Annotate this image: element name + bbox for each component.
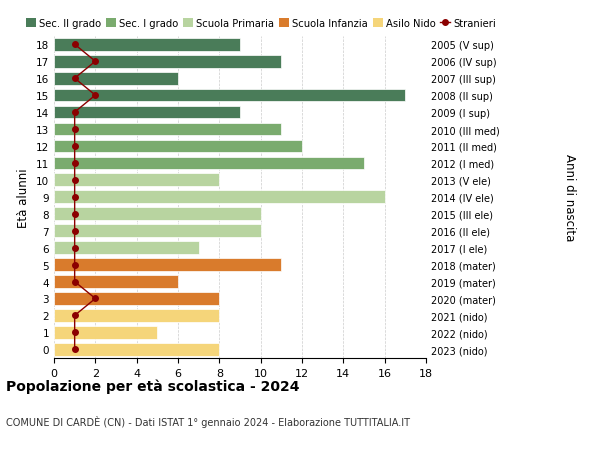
Bar bbox=[54, 242, 199, 254]
Bar bbox=[54, 140, 302, 153]
Text: COMUNE DI CARDÈ (CN) - Dati ISTAT 1° gennaio 2024 - Elaborazione TUTTITALIA.IT: COMUNE DI CARDÈ (CN) - Dati ISTAT 1° gen… bbox=[6, 415, 410, 427]
Bar bbox=[54, 292, 220, 305]
Bar bbox=[54, 208, 260, 221]
Bar bbox=[54, 225, 260, 237]
Bar bbox=[54, 90, 406, 102]
Bar bbox=[54, 123, 281, 136]
Bar bbox=[54, 343, 220, 356]
Bar bbox=[54, 275, 178, 288]
Bar bbox=[54, 259, 281, 271]
Bar bbox=[54, 309, 220, 322]
Bar bbox=[54, 73, 178, 85]
Bar bbox=[54, 39, 240, 51]
Bar bbox=[54, 174, 220, 187]
Bar bbox=[54, 56, 281, 68]
Bar bbox=[54, 157, 364, 170]
Bar bbox=[54, 106, 240, 119]
Text: Popolazione per età scolastica - 2024: Popolazione per età scolastica - 2024 bbox=[6, 379, 299, 393]
Y-axis label: Età alunni: Età alunni bbox=[17, 168, 31, 227]
Legend: Sec. II grado, Sec. I grado, Scuola Primaria, Scuola Infanzia, Asilo Nido, Stran: Sec. II grado, Sec. I grado, Scuola Prim… bbox=[26, 18, 496, 28]
Bar bbox=[54, 191, 385, 204]
Bar bbox=[54, 326, 157, 339]
Y-axis label: Anni di nascita: Anni di nascita bbox=[563, 154, 576, 241]
